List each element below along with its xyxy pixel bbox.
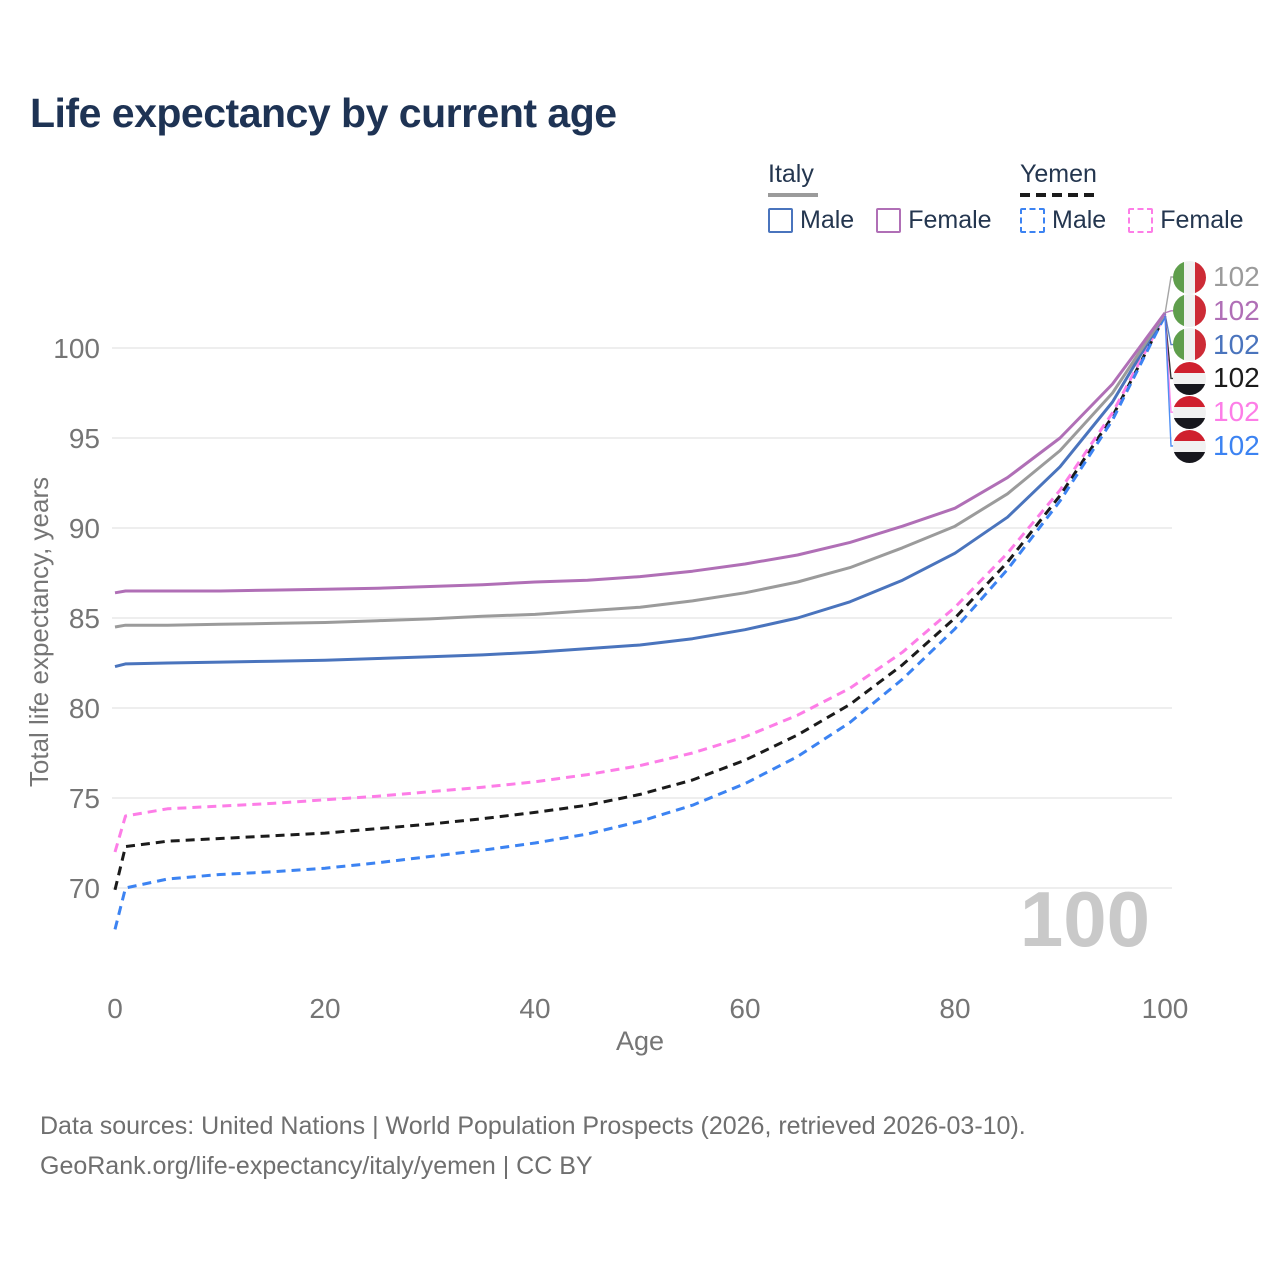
y-tick-label: 80 [69, 693, 100, 724]
x-tick-label: 60 [729, 993, 760, 1024]
y-tick-label: 95 [69, 423, 100, 454]
series-line-yemen-total[interactable] [113, 314, 1167, 891]
yemen-female-swatch [1128, 208, 1154, 233]
legend-item-italy-male-label: Male [800, 206, 855, 234]
series-line-yemen-female[interactable] [113, 313, 1167, 853]
yemen-male-swatch [1020, 208, 1045, 233]
series-line-yemen-male[interactable] [113, 314, 1167, 930]
yemen-line-sample [1020, 193, 1098, 197]
legend-item-yemen-male[interactable]: Male [1020, 206, 1106, 235]
italy-female-swatch [876, 208, 902, 233]
series-line-italy-male[interactable] [114, 313, 1167, 669]
series-line-italy-total[interactable] [114, 312, 1167, 629]
y-tick-label: 100 [53, 333, 100, 364]
legend-country-italy-label: Italy [768, 160, 814, 188]
legend-item-yemen-female-label: Female [1160, 206, 1244, 234]
age-watermark: 100 [1020, 875, 1150, 963]
italy-line-sample [768, 193, 818, 197]
legend-country-yemen: Yemen [1020, 160, 1244, 197]
x-tick-label: 80 [939, 993, 970, 1024]
legend-item-italy-female-label: Female [908, 206, 992, 234]
x-axis-title: Age [616, 1026, 664, 1056]
legend-item-yemen-female[interactable]: Female [1128, 206, 1244, 235]
y-tick-label: 90 [69, 513, 100, 544]
x-tick-label: 100 [1142, 993, 1189, 1024]
legend-group-yemen: Yemen Male Female [1020, 160, 1244, 235]
legend-item-yemen-male-label: Male [1052, 206, 1107, 234]
page-title: Life expectancy by current age [30, 90, 617, 136]
y-tick-label: 70 [69, 873, 100, 904]
series-line-italy-female[interactable] [114, 312, 1167, 595]
legend-country-italy: Italy [768, 160, 992, 197]
end-label-connector-italy-female [1164, 310, 1180, 314]
legend-item-italy-female[interactable]: Female [876, 206, 992, 235]
legend-group-italy: Italy Male Female [768, 160, 992, 235]
x-tick-label: 0 [107, 993, 123, 1024]
x-tick-label: 40 [519, 993, 550, 1024]
y-tick-label: 85 [69, 603, 100, 634]
y-tick-label: 75 [69, 783, 100, 814]
data-sources-line: Data sources: United Nations | World Pop… [40, 1112, 1026, 1140]
italy-male-swatch [768, 208, 793, 233]
legend-country-yemen-label: Yemen [1020, 160, 1097, 188]
x-tick-label: 20 [309, 993, 340, 1024]
attribution-line: GeoRank.org/life-expectancy/italy/yemen … [40, 1152, 593, 1180]
footer: Data sources: United Nations | World Pop… [40, 1106, 1026, 1186]
y-axis-title: Total life expectancy, years [24, 477, 54, 787]
legend-item-italy-male[interactable]: Male [768, 206, 854, 235]
end-label-connector-italy-total [1164, 276, 1180, 314]
